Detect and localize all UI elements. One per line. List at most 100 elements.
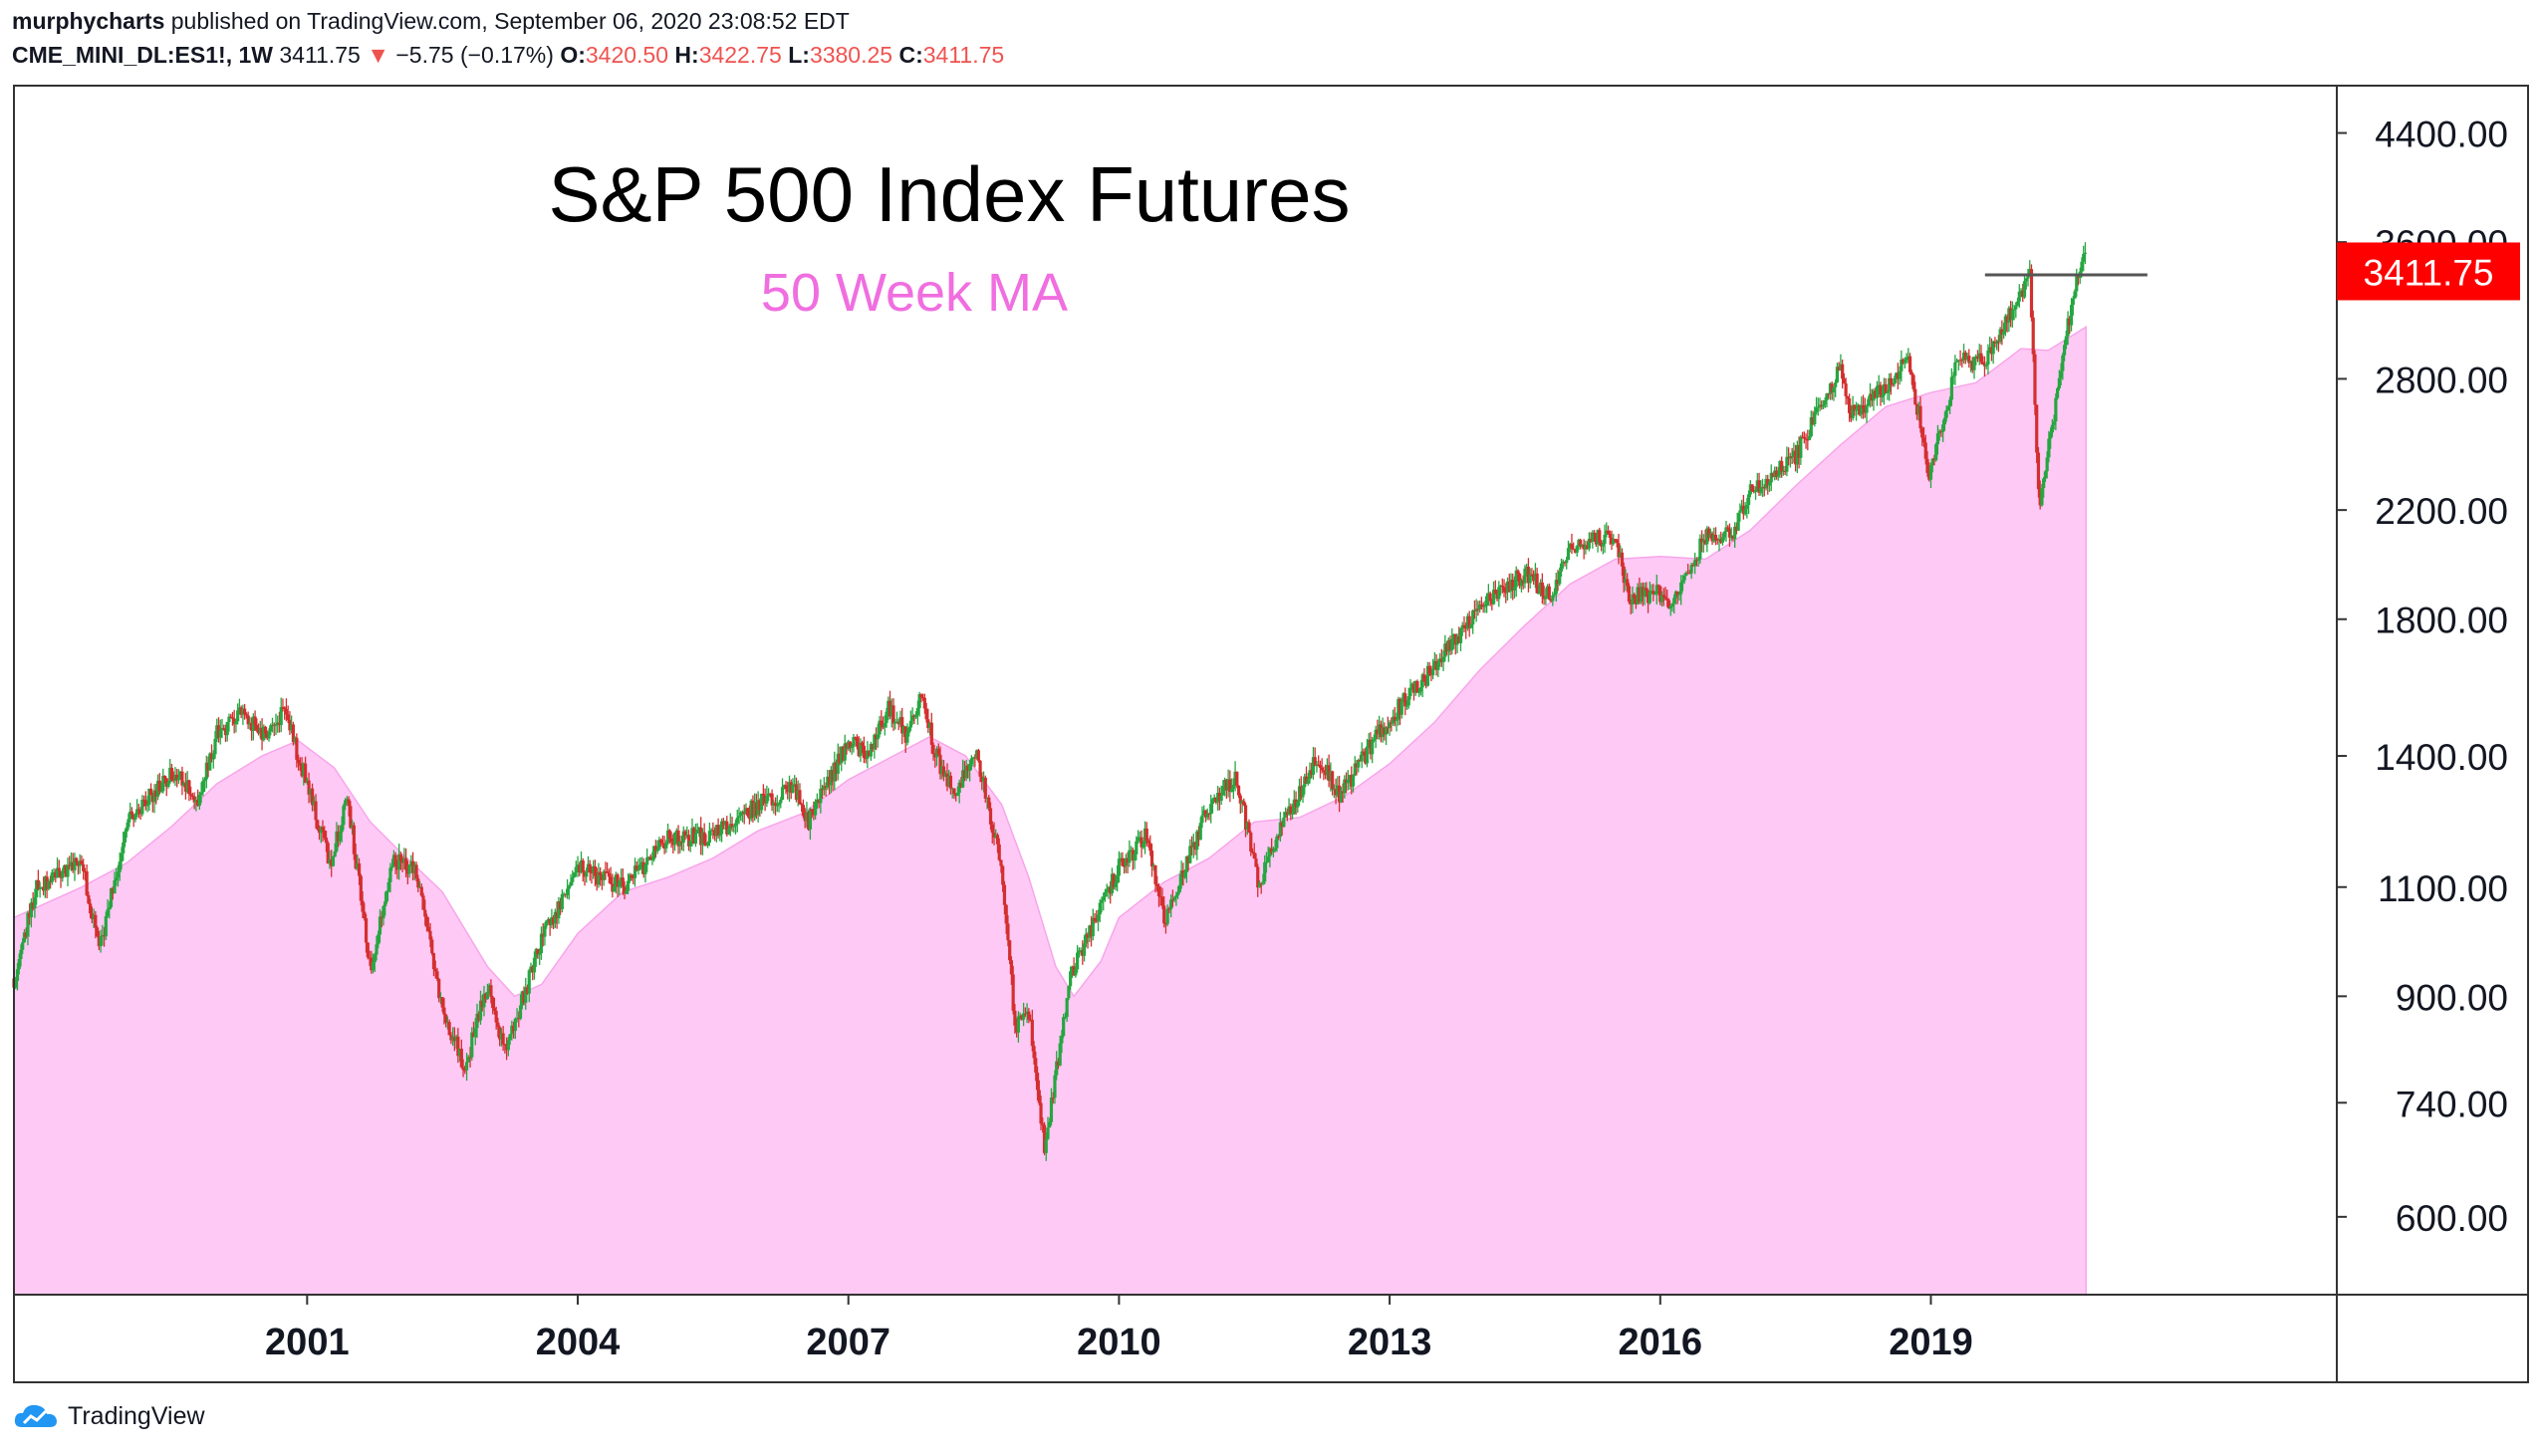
candle bbox=[888, 690, 892, 720]
candle bbox=[1311, 746, 1316, 780]
candle-body bbox=[1828, 383, 1833, 394]
candle-body bbox=[751, 800, 755, 818]
candle bbox=[218, 719, 222, 745]
candle bbox=[716, 818, 720, 840]
candle bbox=[1932, 454, 1936, 466]
tradingview-footer[interactable]: TradingView bbox=[12, 1401, 205, 1431]
candle bbox=[82, 858, 86, 880]
candle bbox=[438, 992, 443, 1005]
candle bbox=[612, 876, 617, 892]
candle-body bbox=[428, 930, 432, 940]
symbol-label[interactable]: CME_MINI_DL:ES1!, 1W bbox=[12, 42, 273, 68]
candle-body bbox=[1888, 377, 1892, 392]
candle bbox=[1236, 785, 1241, 799]
candle bbox=[747, 805, 752, 825]
candle-body bbox=[950, 788, 954, 790]
candle bbox=[659, 838, 663, 848]
candle-body bbox=[1906, 356, 1910, 358]
candle bbox=[260, 718, 264, 751]
candle-body bbox=[690, 828, 694, 842]
candle-body bbox=[454, 1036, 458, 1042]
candle bbox=[433, 960, 437, 979]
last-price-tag bbox=[2337, 242, 2520, 301]
candle-body bbox=[546, 918, 551, 921]
candle-body bbox=[674, 830, 678, 834]
candle bbox=[995, 833, 1000, 853]
candle-body bbox=[295, 737, 299, 760]
candle bbox=[1397, 696, 1400, 726]
candle bbox=[1443, 634, 1447, 662]
candle-body bbox=[1102, 896, 1106, 900]
candle-body bbox=[1388, 722, 1392, 728]
candle-body bbox=[726, 829, 731, 835]
candle bbox=[359, 873, 363, 906]
candle bbox=[129, 807, 134, 820]
candle-body bbox=[211, 754, 215, 760]
candle bbox=[978, 759, 982, 783]
candle-body bbox=[40, 886, 44, 888]
candle-body bbox=[310, 788, 315, 806]
candle-body bbox=[1834, 381, 1838, 387]
candle bbox=[905, 723, 909, 746]
candle-body bbox=[1663, 597, 1667, 600]
author-name[interactable]: murphycharts bbox=[12, 8, 165, 34]
candle-body bbox=[2017, 291, 2021, 302]
candle bbox=[435, 967, 439, 982]
candle-body bbox=[2035, 404, 2039, 453]
candle bbox=[1167, 906, 1171, 913]
candle-body bbox=[1670, 603, 1674, 607]
open-value: 3420.50 bbox=[585, 42, 669, 68]
candle bbox=[927, 721, 932, 736]
candle-body bbox=[1599, 542, 1604, 547]
candle-body bbox=[180, 771, 184, 786]
candle-body bbox=[919, 694, 923, 698]
candle bbox=[1641, 582, 1645, 607]
candle bbox=[1665, 590, 1669, 607]
candle-body bbox=[626, 880, 631, 891]
candle-body bbox=[2083, 252, 2088, 254]
candle-body bbox=[410, 860, 415, 873]
candle-body bbox=[511, 1025, 516, 1032]
candle bbox=[1186, 854, 1190, 871]
candle bbox=[1837, 362, 1841, 371]
candle bbox=[21, 938, 25, 954]
candle bbox=[1780, 456, 1784, 478]
candle-body bbox=[498, 1027, 502, 1040]
candle bbox=[485, 983, 490, 1000]
candle bbox=[14, 976, 18, 990]
candle bbox=[1216, 786, 1220, 812]
candle bbox=[994, 829, 998, 839]
candle-body bbox=[48, 880, 53, 882]
candle-body bbox=[1259, 882, 1263, 884]
candle bbox=[1490, 599, 1494, 610]
candle-body bbox=[1769, 472, 1773, 483]
candle-body bbox=[274, 724, 278, 726]
candle-body bbox=[1993, 341, 1997, 345]
candle bbox=[1925, 450, 1929, 477]
candle-body bbox=[1870, 393, 1874, 401]
candle bbox=[220, 718, 224, 739]
candle-body bbox=[1245, 822, 1249, 830]
candle-body bbox=[1434, 660, 1438, 670]
candle bbox=[962, 761, 966, 782]
candle bbox=[706, 841, 710, 849]
candle-body bbox=[272, 724, 276, 726]
candle bbox=[1532, 570, 1536, 586]
candle-body bbox=[1488, 593, 1492, 602]
candle bbox=[76, 860, 81, 875]
candle-body bbox=[220, 728, 224, 731]
candle-body bbox=[819, 788, 823, 804]
candle-body bbox=[611, 883, 615, 892]
candle-body bbox=[681, 831, 685, 844]
candle-body bbox=[650, 858, 654, 860]
candle bbox=[2045, 451, 2049, 479]
candle bbox=[983, 775, 987, 803]
candle bbox=[1486, 584, 1490, 607]
candle bbox=[1158, 885, 1162, 906]
candle bbox=[1781, 465, 1786, 476]
candle-body bbox=[305, 780, 309, 783]
candle-body bbox=[176, 777, 181, 781]
candle-body bbox=[908, 720, 913, 728]
candle-body bbox=[1490, 601, 1494, 605]
